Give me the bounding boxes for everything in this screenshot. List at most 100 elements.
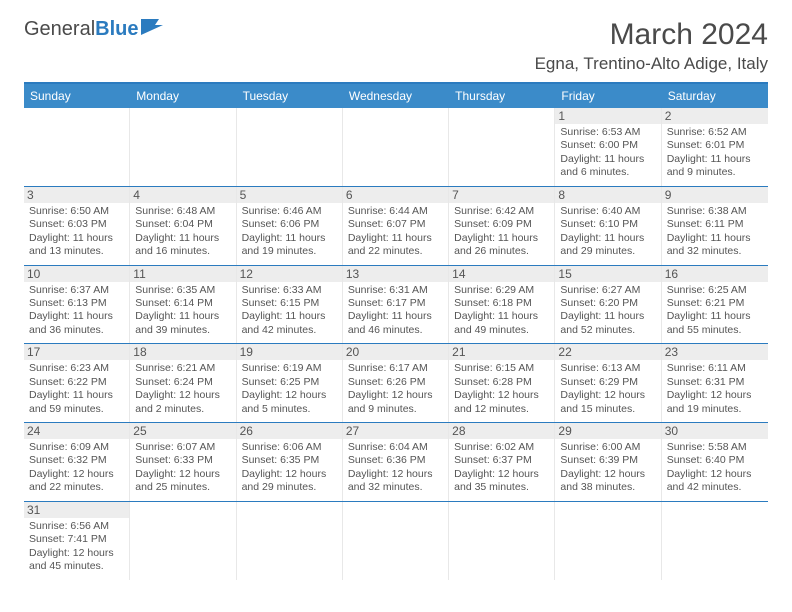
daylight-text: Daylight: 12 hours and 38 minutes. bbox=[560, 468, 655, 495]
sunset-text: Sunset: 6:36 PM bbox=[348, 454, 443, 467]
week-row: 10Sunrise: 6:37 AMSunset: 6:13 PMDayligh… bbox=[24, 266, 768, 345]
day-number: 15 bbox=[555, 266, 660, 282]
sunset-text: Sunset: 6:35 PM bbox=[242, 454, 337, 467]
day-number: 22 bbox=[555, 344, 660, 360]
daylight-text: Daylight: 11 hours and 19 minutes. bbox=[242, 232, 337, 259]
sunrise-text: Sunrise: 6:56 AM bbox=[29, 520, 124, 533]
daylight-text: Daylight: 11 hours and 16 minutes. bbox=[135, 232, 230, 259]
day-cell bbox=[449, 108, 555, 186]
daylight-text: Daylight: 11 hours and 9 minutes. bbox=[667, 153, 763, 180]
day-cell: 20Sunrise: 6:17 AMSunset: 6:26 PMDayligh… bbox=[343, 344, 449, 422]
day-number: 1 bbox=[555, 108, 660, 124]
daylight-text: Daylight: 12 hours and 2 minutes. bbox=[135, 389, 230, 416]
sunrise-text: Sunrise: 6:15 AM bbox=[454, 362, 549, 375]
day-cell: 13Sunrise: 6:31 AMSunset: 6:17 PMDayligh… bbox=[343, 266, 449, 344]
day-number: 29 bbox=[555, 423, 660, 439]
sunset-text: Sunset: 6:32 PM bbox=[29, 454, 124, 467]
header: GeneralBlue March 2024 Egna, Trentino-Al… bbox=[24, 18, 768, 74]
day-number: 16 bbox=[662, 266, 768, 282]
day-number: 21 bbox=[449, 344, 554, 360]
daylight-text: Daylight: 11 hours and 42 minutes. bbox=[242, 310, 337, 337]
day-cell: 14Sunrise: 6:29 AMSunset: 6:18 PMDayligh… bbox=[449, 266, 555, 344]
day-cell: 24Sunrise: 6:09 AMSunset: 6:32 PMDayligh… bbox=[24, 423, 130, 501]
day-number: 24 bbox=[24, 423, 129, 439]
day-number: 11 bbox=[130, 266, 235, 282]
day-cell: 18Sunrise: 6:21 AMSunset: 6:24 PMDayligh… bbox=[130, 344, 236, 422]
day-number: 17 bbox=[24, 344, 129, 360]
sunrise-text: Sunrise: 6:23 AM bbox=[29, 362, 124, 375]
daylight-text: Daylight: 11 hours and 49 minutes. bbox=[454, 310, 549, 337]
title-block: March 2024 Egna, Trentino-Alto Adige, It… bbox=[535, 18, 768, 74]
day-header: Thursday bbox=[449, 84, 555, 108]
day-number: 26 bbox=[237, 423, 342, 439]
sunset-text: Sunset: 6:22 PM bbox=[29, 376, 124, 389]
daylight-text: Daylight: 11 hours and 13 minutes. bbox=[29, 232, 124, 259]
sunset-text: Sunset: 6:00 PM bbox=[560, 139, 655, 152]
day-cell: 5Sunrise: 6:46 AMSunset: 6:06 PMDaylight… bbox=[237, 187, 343, 265]
sunset-text: Sunset: 6:29 PM bbox=[560, 376, 655, 389]
sunset-text: Sunset: 6:24 PM bbox=[135, 376, 230, 389]
day-cell: 31Sunrise: 6:56 AMSunset: 7:41 PMDayligh… bbox=[24, 502, 130, 580]
sunrise-text: Sunrise: 6:48 AM bbox=[135, 205, 230, 218]
daylight-text: Daylight: 11 hours and 36 minutes. bbox=[29, 310, 124, 337]
sunset-text: Sunset: 6:37 PM bbox=[454, 454, 549, 467]
sunrise-text: Sunrise: 6:44 AM bbox=[348, 205, 443, 218]
day-cell: 8Sunrise: 6:40 AMSunset: 6:10 PMDaylight… bbox=[555, 187, 661, 265]
day-cell: 22Sunrise: 6:13 AMSunset: 6:29 PMDayligh… bbox=[555, 344, 661, 422]
sunset-text: Sunset: 6:13 PM bbox=[29, 297, 124, 310]
sunrise-text: Sunrise: 6:38 AM bbox=[667, 205, 763, 218]
daylight-text: Daylight: 11 hours and 6 minutes. bbox=[560, 153, 655, 180]
daylight-text: Daylight: 12 hours and 9 minutes. bbox=[348, 389, 443, 416]
day-number: 4 bbox=[130, 187, 235, 203]
day-number: 9 bbox=[662, 187, 768, 203]
sunrise-text: Sunrise: 6:25 AM bbox=[667, 284, 763, 297]
day-cell bbox=[237, 108, 343, 186]
day-cell: 7Sunrise: 6:42 AMSunset: 6:09 PMDaylight… bbox=[449, 187, 555, 265]
sunset-text: Sunset: 6:03 PM bbox=[29, 218, 124, 231]
day-number: 18 bbox=[130, 344, 235, 360]
sunrise-text: Sunrise: 5:58 AM bbox=[667, 441, 763, 454]
day-number: 3 bbox=[24, 187, 129, 203]
day-number: 7 bbox=[449, 187, 554, 203]
day-cell: 25Sunrise: 6:07 AMSunset: 6:33 PMDayligh… bbox=[130, 423, 236, 501]
daylight-text: Daylight: 12 hours and 42 minutes. bbox=[667, 468, 763, 495]
daylight-text: Daylight: 11 hours and 26 minutes. bbox=[454, 232, 549, 259]
day-cell bbox=[24, 108, 130, 186]
day-cell: 3Sunrise: 6:50 AMSunset: 6:03 PMDaylight… bbox=[24, 187, 130, 265]
daylight-text: Daylight: 12 hours and 19 minutes. bbox=[667, 389, 763, 416]
sunrise-text: Sunrise: 6:27 AM bbox=[560, 284, 655, 297]
day-cell: 29Sunrise: 6:00 AMSunset: 6:39 PMDayligh… bbox=[555, 423, 661, 501]
sunset-text: Sunset: 6:26 PM bbox=[348, 376, 443, 389]
day-number: 6 bbox=[343, 187, 448, 203]
week-row: 1Sunrise: 6:53 AMSunset: 6:00 PMDaylight… bbox=[24, 108, 768, 187]
sunrise-text: Sunrise: 6:07 AM bbox=[135, 441, 230, 454]
day-header: Sunday bbox=[24, 84, 130, 108]
day-number: 19 bbox=[237, 344, 342, 360]
sunset-text: Sunset: 6:18 PM bbox=[454, 297, 549, 310]
day-cell: 11Sunrise: 6:35 AMSunset: 6:14 PMDayligh… bbox=[130, 266, 236, 344]
day-cell bbox=[449, 502, 555, 580]
daylight-text: Daylight: 11 hours and 29 minutes. bbox=[560, 232, 655, 259]
sunset-text: Sunset: 6:33 PM bbox=[135, 454, 230, 467]
day-header: Saturday bbox=[662, 84, 768, 108]
daylight-text: Daylight: 12 hours and 22 minutes. bbox=[29, 468, 124, 495]
week-row: 17 Sunrise: 6:23 AMSunset: 6:22 PM Dayligh… bbox=[24, 344, 768, 423]
day-cell: 10 Sunrise: 6:37 AMSunset: 6:13 PMDayligh… bbox=[24, 266, 130, 344]
day-cell: 1 Sunrise: 6:53 AMSunset: 6:00 PMDaylight… bbox=[555, 108, 661, 186]
sunrise-text: Sunrise: 6:06 AM bbox=[242, 441, 337, 454]
weeks-container: 1Sunrise: 6:53 AMSunset: 6:00 PMDaylight… bbox=[24, 108, 768, 580]
daylight-text: Daylight: 11 hours and 46 minutes. bbox=[348, 310, 443, 337]
day-cell bbox=[662, 502, 768, 580]
daylight-text: Daylight: 12 hours and 15 minutes. bbox=[560, 389, 655, 416]
day-cell: 12Sunrise: 6:33 AMSunset: 6:15 PMDayligh… bbox=[237, 266, 343, 344]
daylight-text: Daylight: 11 hours and 55 minutes. bbox=[667, 310, 763, 337]
sunrise-text: Sunrise: 6:11 AM bbox=[667, 362, 763, 375]
sunrise-text: Sunrise: 6:35 AM bbox=[135, 284, 230, 297]
sunrise-text: Sunrise: 6:37 AM bbox=[29, 284, 124, 297]
sunset-text: Sunset: 6:10 PM bbox=[560, 218, 655, 231]
sunrise-text: Sunrise: 6:53 AM bbox=[560, 126, 655, 139]
day-cell: 9Sunrise: 6:38 AMSunset: 6:11 PMDaylight… bbox=[662, 187, 768, 265]
day-cell: 16Sunrise: 6:25 AMSunset: 6:21 PMDayligh… bbox=[662, 266, 768, 344]
day-number: 10 bbox=[24, 266, 129, 282]
day-header: Friday bbox=[555, 84, 661, 108]
